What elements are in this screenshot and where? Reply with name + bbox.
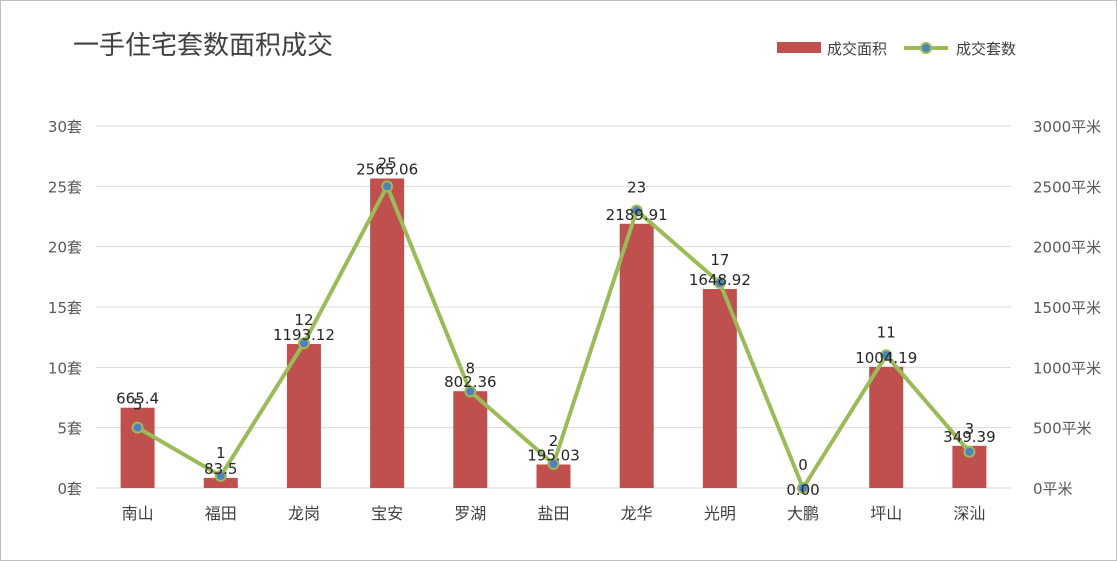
left-axis-tick-label: 20套 — [48, 239, 82, 257]
line-value-label: 12 — [294, 311, 313, 329]
right-axis-tick-label: 2500平米 — [1033, 178, 1101, 196]
right-axis-tick-label: 2000平米 — [1033, 239, 1101, 257]
x-axis-category-label: 龙岗 — [288, 504, 320, 523]
line-value-label: 8 — [466, 359, 476, 377]
legend-label-count: 成交套数 — [956, 40, 1016, 58]
x-axis-category-label: 宝安 — [371, 504, 403, 523]
left-axis-tick-label: 15套 — [48, 299, 82, 317]
line-point — [963, 445, 976, 458]
bar — [702, 289, 737, 488]
line-point — [797, 482, 810, 494]
legend-bar-swatch — [777, 42, 821, 53]
bar-value-label: 0.00 — [786, 481, 819, 499]
line-point — [214, 469, 227, 482]
line-point — [713, 276, 726, 289]
left-axis-tick-label: 25套 — [48, 178, 82, 196]
x-axis-category-label: 大鹏 — [787, 504, 819, 523]
line-value-label: 17 — [710, 251, 729, 269]
left-axis-tick-label: 0套 — [57, 480, 82, 498]
bar — [453, 391, 488, 488]
legend-line-marker — [920, 42, 932, 54]
bar-value-label: 2189.91 — [606, 206, 668, 224]
legend-label-area: 成交面积 — [827, 40, 887, 58]
bar — [370, 178, 405, 488]
x-axis-category-label: 福田 — [205, 504, 237, 523]
x-axis-category-label: 光明 — [704, 504, 736, 523]
bar-value-label: 665.4 — [116, 390, 159, 408]
line-point — [547, 457, 560, 470]
left-axis-tick-label: 30套 — [48, 118, 82, 136]
chart-title: 一手住宅套数面积成交 — [73, 31, 333, 61]
bar-value-label: 83.5 — [204, 460, 237, 478]
right-axis-tick-label: 1500平米 — [1033, 299, 1101, 317]
right-axis-tick-label: 500平米 — [1033, 420, 1092, 438]
gridlines — [96, 125, 1011, 489]
bar — [286, 344, 321, 488]
line-value-label: 0 — [798, 456, 808, 474]
line-value-label: 3 — [965, 420, 975, 438]
line-point — [464, 385, 477, 398]
left-axis-tick-label: 5套 — [57, 420, 82, 438]
x-axis-category-label: 坪山 — [870, 504, 902, 523]
bar-value-label: 195.03 — [527, 446, 580, 464]
line-value-label: 25 — [378, 154, 397, 172]
x-axis-category-label: 龙华 — [621, 504, 653, 523]
right-axis-tick-label: 1000平米 — [1033, 359, 1101, 377]
line-value-label: 1 — [216, 444, 226, 462]
left-axis-tick-label: 10套 — [48, 359, 82, 377]
legend: 成交面积 成交套数 — [777, 40, 1016, 58]
x-axis-category-label: 罗湖 — [454, 504, 486, 523]
bar-value-label: 1004.19 — [855, 349, 917, 367]
bar — [203, 477, 238, 488]
bars — [120, 178, 987, 488]
right-axis-tick-label: 3000平米 — [1033, 118, 1101, 136]
x-axis-category-label: 南山 — [122, 504, 154, 523]
line-point — [880, 349, 893, 362]
line-point — [630, 204, 643, 217]
bar-value-label: 1648.92 — [689, 271, 751, 289]
right-axis-tick-label: 0平米 — [1033, 480, 1073, 498]
data-labels: 665.4 83.5 1193.12 2565.06 802.36 195.03 2189.… — [116, 154, 996, 499]
bar-value-label: 349.39 — [943, 428, 996, 446]
line-point — [297, 337, 310, 350]
line-series — [131, 180, 976, 494]
bar — [536, 464, 571, 488]
line-value-label: 11 — [877, 323, 896, 341]
bar — [619, 223, 654, 488]
bar-value-label: 2565.06 — [356, 160, 418, 178]
line-value-label: 5 — [133, 396, 143, 414]
line-point — [131, 421, 144, 434]
bar — [869, 366, 904, 488]
bar — [120, 407, 155, 488]
bar-value-label: 802.36 — [444, 373, 497, 391]
x-axis-category-label: 盐田 — [537, 504, 569, 523]
bar-value-label: 1193.12 — [273, 326, 335, 344]
line-value-label: 2 — [549, 432, 559, 450]
axes: 0套 0平米 5套 500平米 10套 1000平米 15套 1500平米 20套 2000平米 2… — [48, 118, 1101, 523]
line-point — [381, 180, 394, 193]
x-axis-category-label: 深汕 — [953, 504, 985, 523]
line-value-label: 23 — [627, 178, 646, 196]
